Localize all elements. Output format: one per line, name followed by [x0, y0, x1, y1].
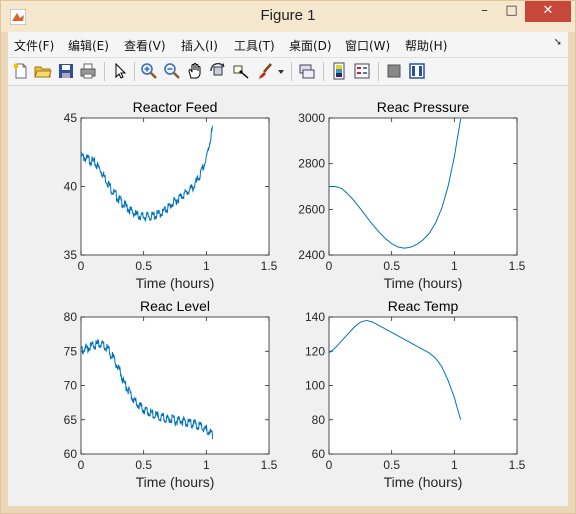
close-button[interactable]: ✕ [525, 1, 571, 22]
x-axis-label: Time (hours) [384, 474, 463, 490]
y-tick-label: 35 [64, 248, 78, 262]
new-figure-icon[interactable] [12, 62, 30, 80]
subplot-title: Reac Level [140, 298, 210, 314]
legend-icon[interactable] [353, 62, 371, 80]
menu-window[interactable]: 窗口(W) [345, 39, 391, 53]
x-tick-label: 0.5 [383, 259, 400, 273]
menu-view[interactable]: 查看(V) [124, 39, 166, 53]
series-line [80, 338, 214, 440]
x-tick-label: 1 [451, 259, 458, 273]
brush-icon[interactable] [256, 62, 274, 80]
maximize-button[interactable]: □ [505, 3, 518, 18]
menu-bar: 文件(F) 编辑(E) 查看(V) 插入(I) 工具(T) 桌面(D) 窗口(W… [8, 32, 568, 58]
y-tick-label: 60 [312, 447, 326, 461]
x-tick-label: 1 [451, 458, 458, 472]
x-tick-label: 0.5 [135, 259, 152, 273]
link-plot-icon[interactable] [298, 62, 316, 80]
y-tick-label: 2400 [298, 248, 325, 262]
y-tick-label: 80 [64, 310, 78, 324]
subplot-title: Reactor Feed [133, 99, 218, 115]
toolbar-separator [291, 62, 292, 81]
subplot-2[interactable]: 0 0.5 1 1.5 2400 2600 2800 3000 Reac Pressure Tim… [298, 99, 525, 291]
y-tick-label: 3000 [298, 111, 325, 125]
x-axis-label: Time (hours) [136, 474, 215, 490]
y-tick-label: 60 [64, 447, 78, 461]
figure-toolbar [8, 58, 568, 86]
y-tick-label: 75 [64, 344, 78, 358]
series-line [328, 319, 462, 420]
x-tick-label: 0.5 [383, 458, 400, 472]
x-tick-label: 0 [78, 259, 85, 273]
toolbar-separator [378, 62, 379, 81]
save-icon[interactable] [57, 62, 75, 80]
x-tick-label: 1.5 [261, 259, 278, 273]
y-tick-label: 120 [305, 344, 325, 358]
axes-box [328, 316, 518, 455]
show-plot-tools-icon[interactable] [408, 62, 426, 80]
axes-box [80, 316, 270, 455]
subplot-title: Reac Temp [388, 298, 459, 314]
window-title: Figure 1 [260, 7, 316, 24]
y-tick-label: 2800 [298, 157, 325, 171]
window-client-area: 文件(F) 编辑(E) 查看(V) 插入(I) 工具(T) 桌面(D) 窗口(W… [8, 32, 568, 506]
toolbar-separator [323, 62, 324, 81]
menu-tools[interactable]: 工具(T) [234, 39, 275, 53]
y-tick-label: 65 [64, 413, 78, 427]
menu-file[interactable]: 文件(F) [14, 39, 55, 53]
menu-help[interactable]: 帮助(H) [405, 39, 448, 53]
matlab-app-icon [10, 9, 26, 25]
y-tick-label: 40 [64, 180, 78, 194]
y-tick-label: 100 [305, 379, 325, 393]
x-tick-label: 1.5 [261, 458, 278, 472]
x-tick-label: 1 [203, 458, 210, 472]
x-tick-label: 0 [326, 259, 333, 273]
minimize-button[interactable]: – [481, 3, 488, 18]
hide-plot-tools-icon[interactable] [385, 62, 403, 80]
y-tick-label: 70 [64, 379, 78, 393]
x-tick-label: 1 [203, 259, 210, 273]
x-tick-label: 0.5 [135, 458, 152, 472]
series-line [80, 125, 214, 223]
x-tick-label: 1.5 [509, 458, 526, 472]
brush-dropdown-icon[interactable] [276, 62, 286, 80]
title-bar[interactable]: Figure 1 – □ ✕ [1, 1, 575, 32]
zoom-in-icon[interactable] [140, 62, 158, 80]
series-line [329, 119, 462, 249]
axes-box [328, 117, 518, 256]
subplot-3[interactable]: 0 0.5 1 1.5 60 65 70 75 80 Reac Level Time (hours) [64, 298, 278, 490]
subplot-title: Reac Pressure [377, 99, 470, 115]
menu-insert[interactable]: 插入(I) [181, 39, 218, 53]
pan-hand-icon[interactable] [186, 62, 204, 80]
x-tick-label: 0 [326, 458, 333, 472]
subplot-4[interactable]: 0 0.5 1 1.5 60 80 100 120 140 Reac Temp Time (hour… [305, 298, 526, 490]
toolbar-separator [134, 62, 135, 81]
menu-dock-arrow-icon[interactable]: ➘ [553, 37, 562, 48]
menu-edit[interactable]: 编辑(E) [68, 39, 109, 53]
y-tick-label: 45 [64, 111, 78, 125]
x-tick-label: 0 [78, 458, 85, 472]
colorbar-icon[interactable] [330, 62, 348, 80]
x-axis-label: Time (hours) [384, 275, 463, 291]
print-icon[interactable] [79, 62, 97, 80]
axes-box [80, 117, 270, 256]
x-axis-label: Time (hours) [136, 275, 215, 291]
y-tick-label: 2600 [298, 202, 325, 216]
y-tick-label: 140 [305, 310, 325, 324]
subplot-1[interactable]: 0 0.5 1 1.5 35 40 45 Reactor Feed Time (hours) [64, 99, 278, 291]
toolbar-separator [104, 62, 105, 81]
y-tick-label: 80 [312, 413, 326, 427]
open-file-icon[interactable] [34, 62, 52, 80]
menu-desktop[interactable]: 桌面(D) [289, 39, 332, 53]
figure-canvas[interactable]: 0 0.5 1 1.5 35 40 45 Reactor Feed Time (hours) 0 0… [8, 86, 568, 506]
rotate-3d-icon[interactable] [209, 62, 227, 80]
zoom-out-icon[interactable] [163, 62, 181, 80]
data-cursor-icon[interactable] [232, 62, 250, 80]
x-tick-label: 1.5 [509, 259, 526, 273]
pointer-icon[interactable] [111, 62, 129, 80]
